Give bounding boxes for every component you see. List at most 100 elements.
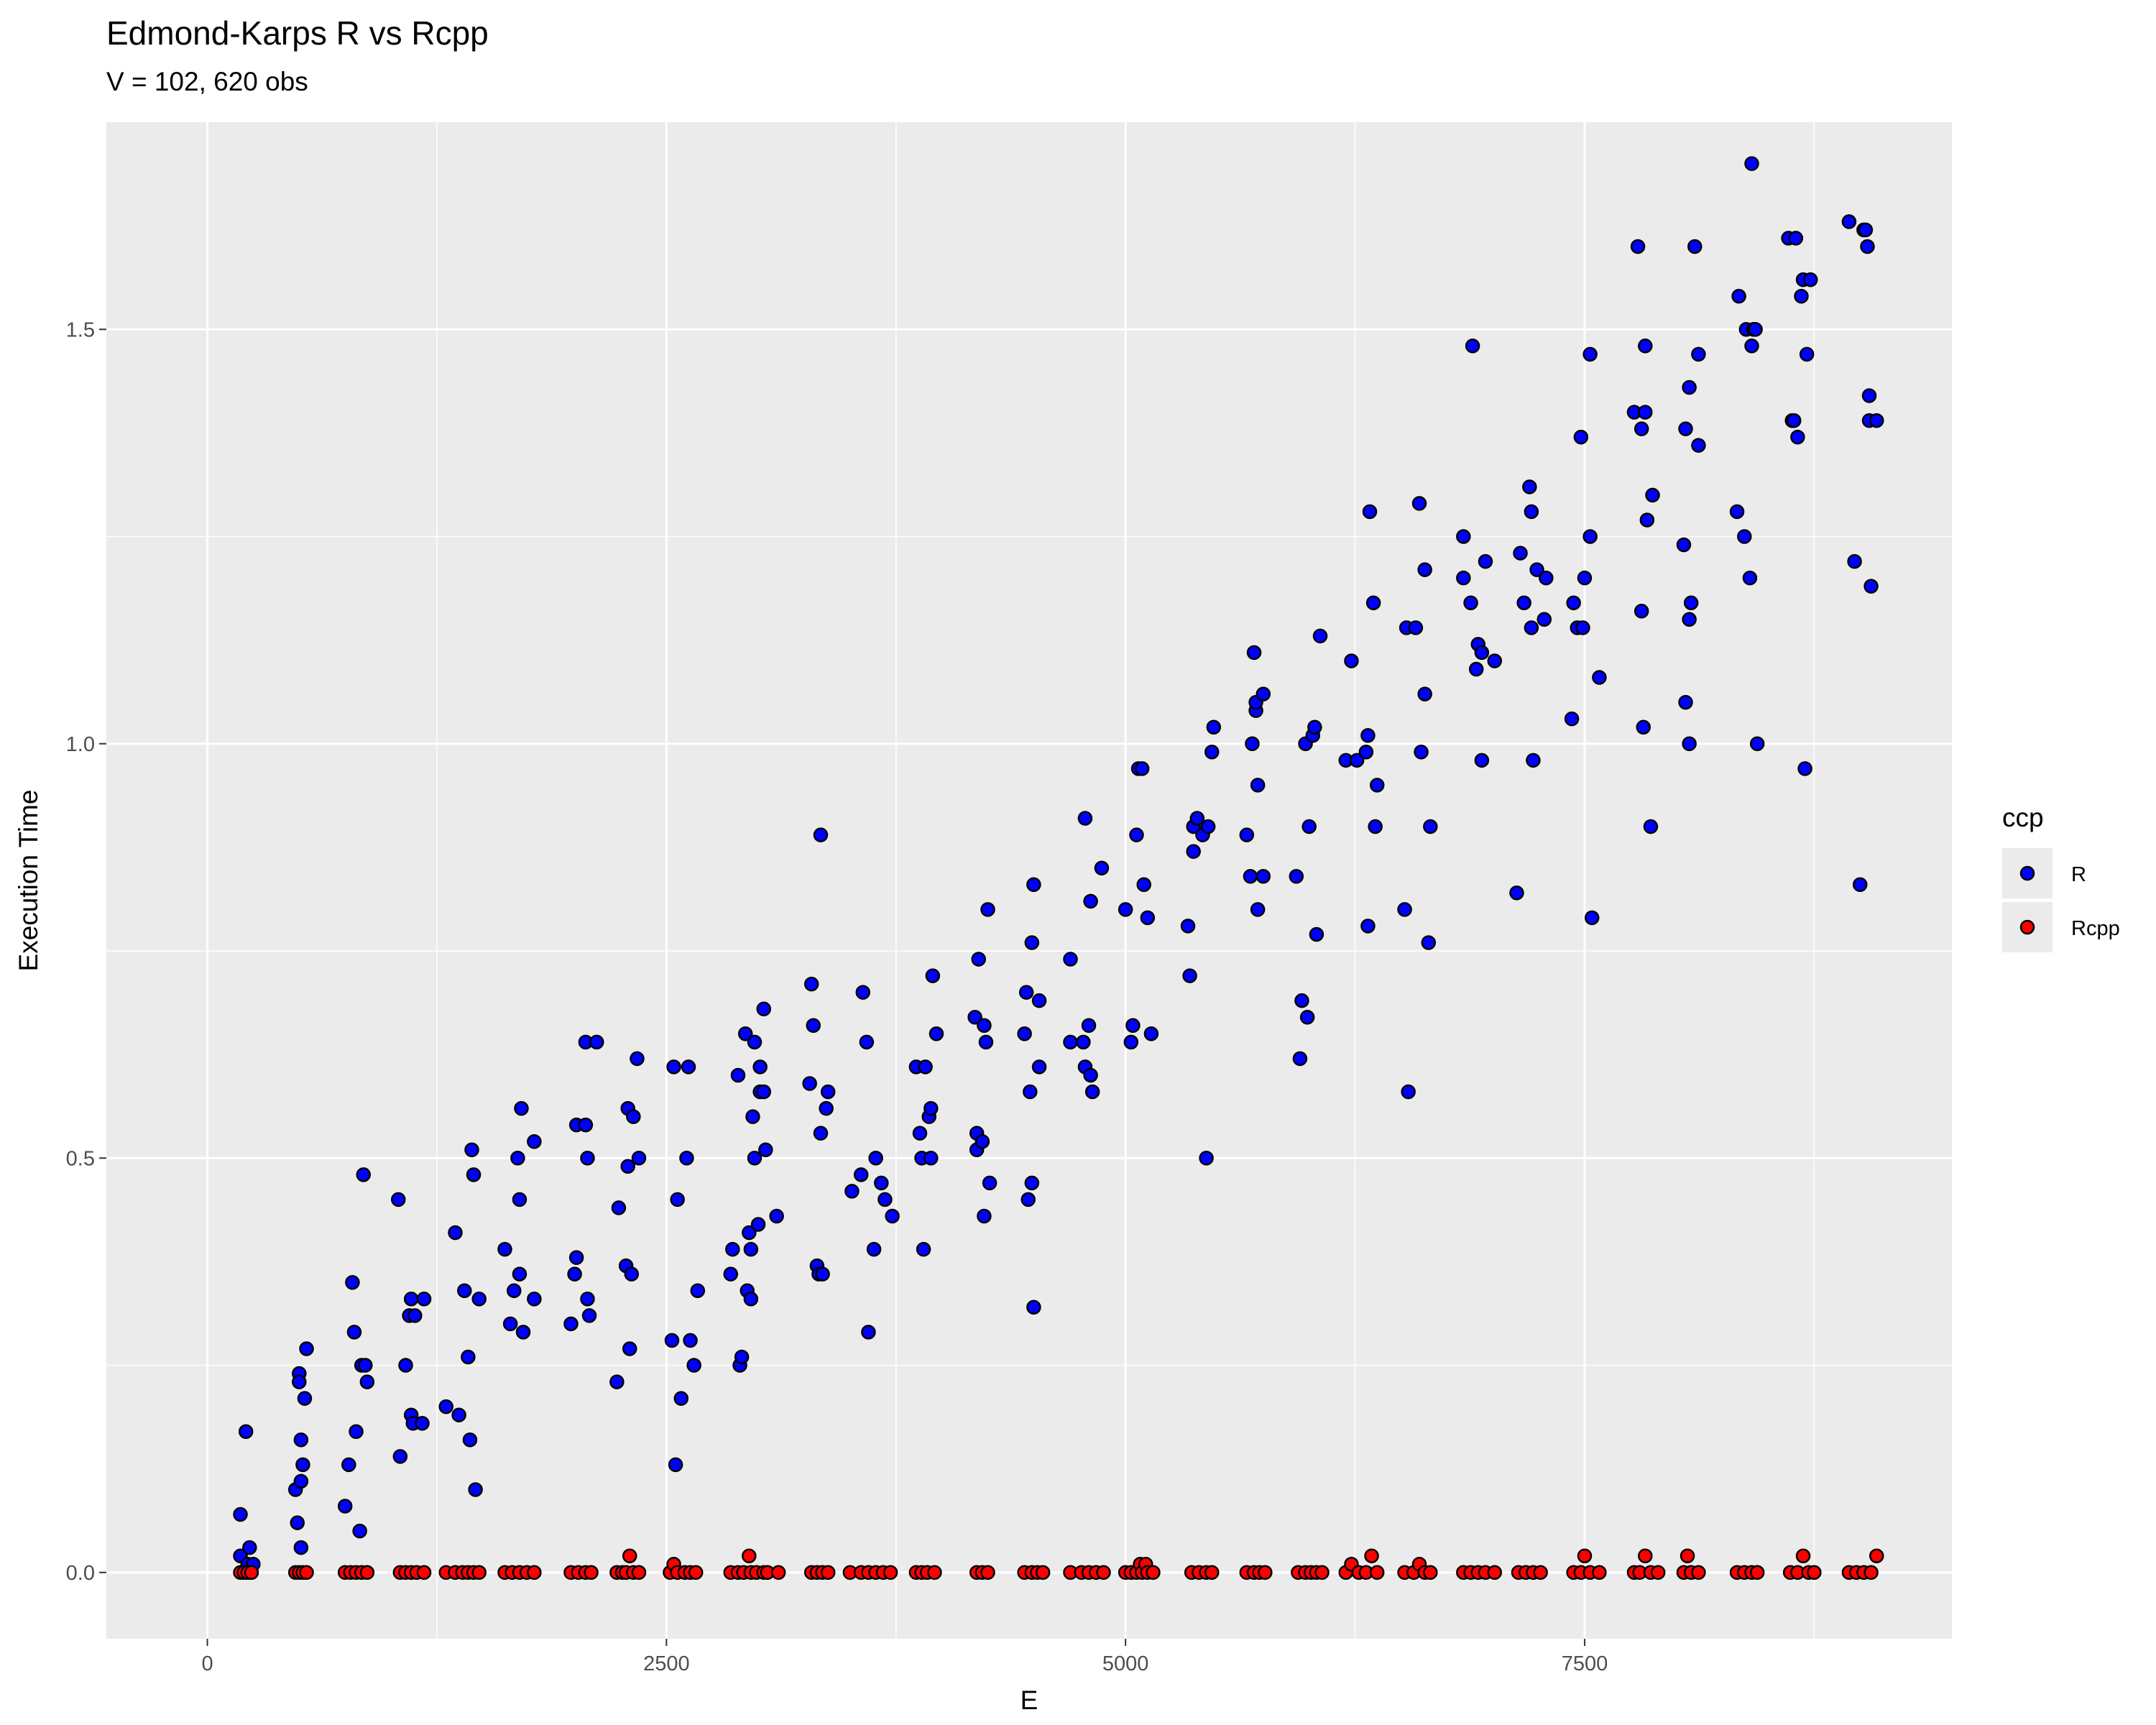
data-point-r [1869,413,1884,428]
data-point-r [916,1241,931,1257]
data-point-r [1474,753,1490,768]
data-point-r [631,1151,647,1166]
data-point-rcpp [527,1565,542,1581]
data-point-r [1748,322,1763,337]
data-point-rcpp [1691,1565,1706,1581]
data-point-rcpp [1650,1565,1666,1581]
data-point-r [802,1076,817,1091]
data-point-rcpp [1577,1548,1593,1563]
x-axis-title: E [1021,1685,1038,1715]
data-point-r [1018,985,1034,1000]
data-point-r [299,1341,314,1356]
data-point-rcpp [1096,1565,1111,1581]
data-point-r [853,1167,869,1182]
data-point-r [497,1241,512,1257]
data-point-r [975,1133,990,1149]
data-point-r [1250,778,1266,793]
data-point-r [1630,239,1646,254]
data-point-r [1729,504,1745,520]
data-point-r [925,968,941,983]
data-point-rcpp [927,1565,942,1581]
data-point-r [238,1424,254,1439]
data-point-r [1794,288,1809,304]
data-point-r [730,1067,746,1083]
data-point-r [1026,1300,1041,1315]
data-point-r [683,1333,698,1348]
data-point-r [1463,595,1478,610]
data-point-r [1584,910,1600,926]
data-point-r [1687,239,1703,254]
data-point-r [293,1540,309,1555]
data-point-r [611,1200,627,1215]
data-point-r [1204,745,1220,760]
data-point-rcpp [1795,1548,1811,1563]
x-tick-label: 5000 [1102,1652,1149,1675]
data-point-r [1509,886,1524,901]
data-point-r [589,1034,604,1050]
data-point-r [502,1316,518,1332]
data-point-r [1524,504,1539,520]
data-point-r [977,1018,992,1034]
data-point-r [464,1142,479,1157]
data-point-r [1031,993,1047,1008]
data-point-r [1852,877,1868,893]
data-point-rcpp [1638,1548,1653,1563]
data-point-r [752,1059,768,1075]
data-point-r [563,1316,579,1332]
data-point-r [1344,653,1359,668]
data-point-r [1638,339,1653,354]
data-point-r [1250,902,1266,917]
data-point-r [1417,686,1432,702]
data-point-r [664,1333,680,1348]
data-point-r [1302,819,1317,834]
y-axis-title: Execution Time [14,790,43,972]
data-point-r [1682,380,1697,395]
data-point-r [1634,421,1649,436]
legend-marker-r [2019,865,2035,881]
data-point-r [1123,1034,1139,1050]
data-point-r [1182,968,1197,983]
chart-title: Edmond-Karps R vs Rcpp [106,14,489,52]
data-point-r [510,1151,525,1166]
data-point-rcpp [1864,1565,1879,1581]
data-point-r [1239,827,1255,842]
data-point-r [1362,504,1378,520]
data-point-r [747,1034,763,1050]
data-point-r [686,1358,701,1373]
data-point-r [1797,761,1812,776]
data-point-r [747,1151,763,1166]
data-point-rcpp [1533,1565,1548,1581]
data-point-r [1799,346,1815,362]
data-point-r [462,1432,478,1448]
data-point-r [297,1391,313,1406]
data-point-r [929,1026,944,1041]
data-point-r [624,1266,640,1282]
data-point-r [1802,272,1818,288]
data-point-r [743,1241,759,1257]
data-point-r [1360,727,1376,743]
data-point-r [806,1018,821,1034]
data-point-r [1083,893,1098,909]
data-point-r [1129,827,1144,842]
data-point-r [398,1358,413,1373]
data-point-r [1749,736,1765,752]
data-point-r [1573,429,1589,445]
data-point-rcpp [820,1565,836,1581]
data-point-r [1737,529,1752,544]
data-point-r [1465,339,1480,354]
data-point-r [415,1415,430,1431]
data-point-r [918,1059,933,1075]
data-point-r [233,1506,248,1522]
data-point-r [622,1341,637,1356]
data-point-r [750,1217,766,1232]
data-point-r [885,1208,900,1224]
data-point-r [392,1449,408,1464]
data-point-r [1365,595,1381,610]
y-tick-label: 1.0 [66,733,95,756]
data-point-r [690,1283,706,1298]
chart-subtitle: V = 102, 620 obs [106,67,308,96]
data-point-rcpp [622,1548,637,1563]
data-point-r [1790,429,1805,445]
data-point-r [346,1325,362,1340]
